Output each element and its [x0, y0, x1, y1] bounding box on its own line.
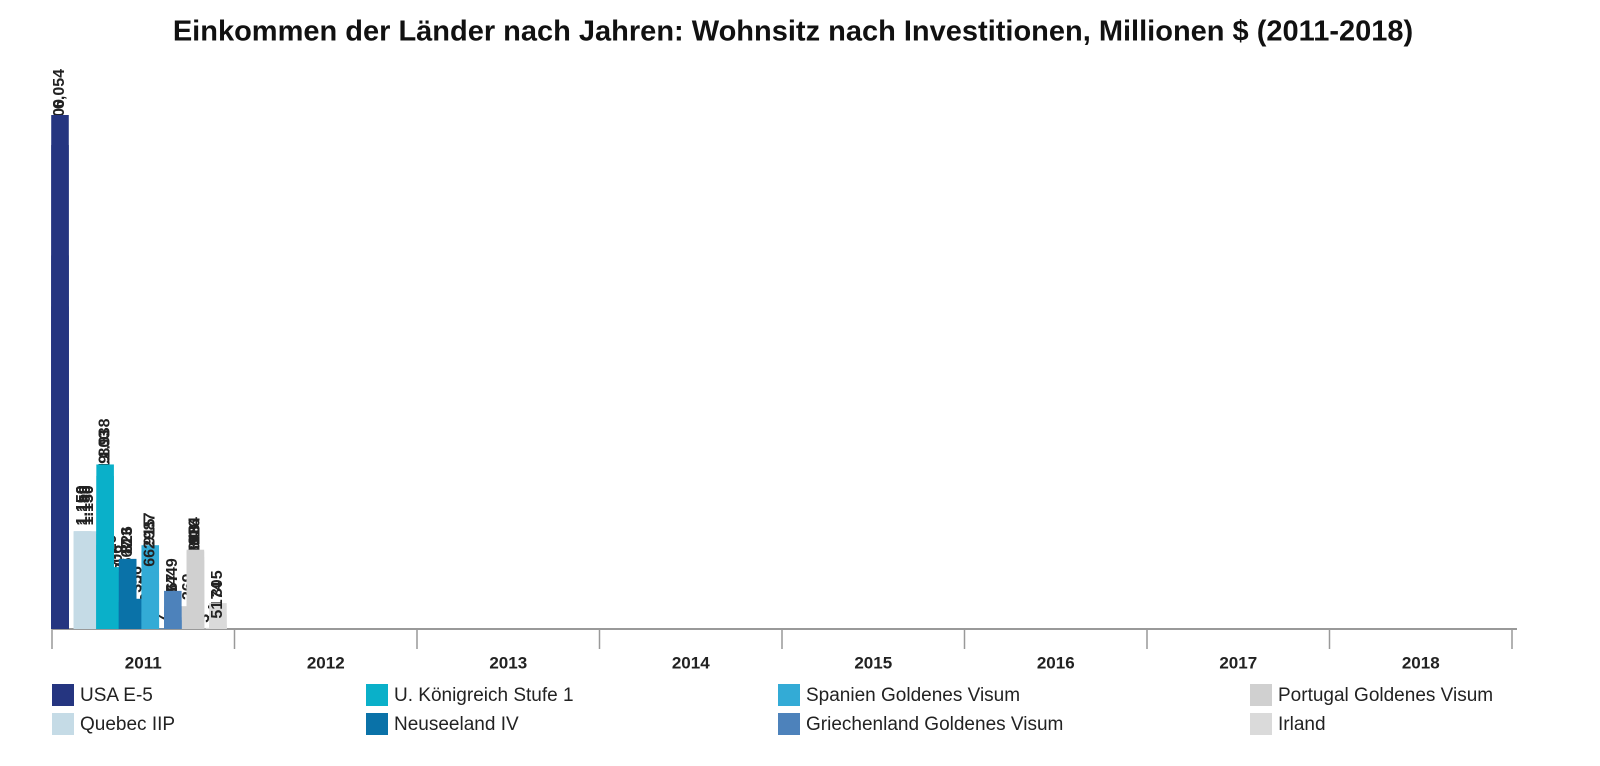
bar: [209, 624, 227, 629]
value-label: 51: [209, 601, 226, 619]
legend-label: USA E-5: [80, 685, 153, 706]
value-label: 915: [141, 519, 158, 546]
legend-label: Griechenland Goldenes Visum: [806, 714, 1063, 735]
legend-swatch: [778, 684, 800, 706]
bar: [141, 572, 160, 629]
value-label: 6,054: [51, 69, 68, 109]
legend-swatch: [366, 684, 388, 706]
legend-label: Irland: [1278, 714, 1326, 735]
bar: [186, 549, 205, 629]
legend-label: Neuseeland IV: [394, 714, 519, 735]
value-label: 3: [196, 614, 213, 623]
bar: [118, 559, 137, 629]
value-label: 813: [119, 527, 136, 554]
value-label: 1.150: [80, 485, 97, 525]
legend-swatch: [52, 684, 74, 706]
value-label: 1.150: [77, 485, 94, 525]
chart-title: Einkommen der Länder nach Jahren: Wohnsi…: [173, 16, 1413, 48]
value-label: 174: [209, 581, 226, 608]
bar: [96, 464, 114, 629]
value-label: 7: [154, 613, 171, 622]
bar: [209, 603, 227, 629]
value-label: 1.150: [74, 485, 91, 525]
legend-label: Spanien Goldenes Visum: [806, 685, 1020, 706]
x-tick-label: 2018: [1402, 653, 1440, 672]
x-tick-label: 2013: [489, 653, 527, 672]
value-label: 1.150: [74, 485, 91, 525]
x-tick-label: 2012: [307, 653, 345, 672]
legend-swatch: [366, 713, 388, 735]
value-label: 1.150: [74, 485, 91, 525]
value-label: 1.150: [80, 485, 97, 525]
value-label: 826: [119, 526, 136, 553]
value-label: 934: [187, 517, 204, 544]
x-tick-label: 2011: [125, 653, 162, 672]
bar: [164, 590, 182, 629]
value-label: 1.938: [96, 418, 113, 458]
legend-label: Portugal Goldenes Visum: [1278, 685, 1493, 706]
bar: [73, 531, 92, 629]
value-label: 811: [187, 528, 204, 554]
bar: [51, 115, 69, 629]
legend-label: Quebec IIP: [80, 714, 175, 735]
value-label: 987: [141, 512, 158, 539]
value-label: 305: [209, 570, 226, 597]
x-tick-label: 2014: [672, 653, 710, 672]
value-label: 449: [164, 558, 181, 585]
legend-swatch: [1250, 684, 1272, 706]
legend-swatch: [778, 713, 800, 735]
value-label: 916: [187, 518, 204, 545]
x-tick-label: 2017: [1219, 653, 1257, 672]
legend-swatch: [1250, 713, 1272, 735]
x-tick-label: 2016: [1037, 653, 1075, 672]
value-label: 848: [187, 524, 204, 551]
value-label: 1.803: [96, 430, 113, 470]
value-label: 1.150: [74, 485, 91, 525]
legend-swatch: [52, 713, 74, 735]
x-tick-label: 2015: [854, 653, 892, 672]
bar: [154, 628, 173, 629]
value-label: 1.150: [74, 485, 91, 525]
value-label: 662: [141, 540, 158, 567]
legend-label: U. Königreich Stufe 1: [394, 685, 574, 706]
